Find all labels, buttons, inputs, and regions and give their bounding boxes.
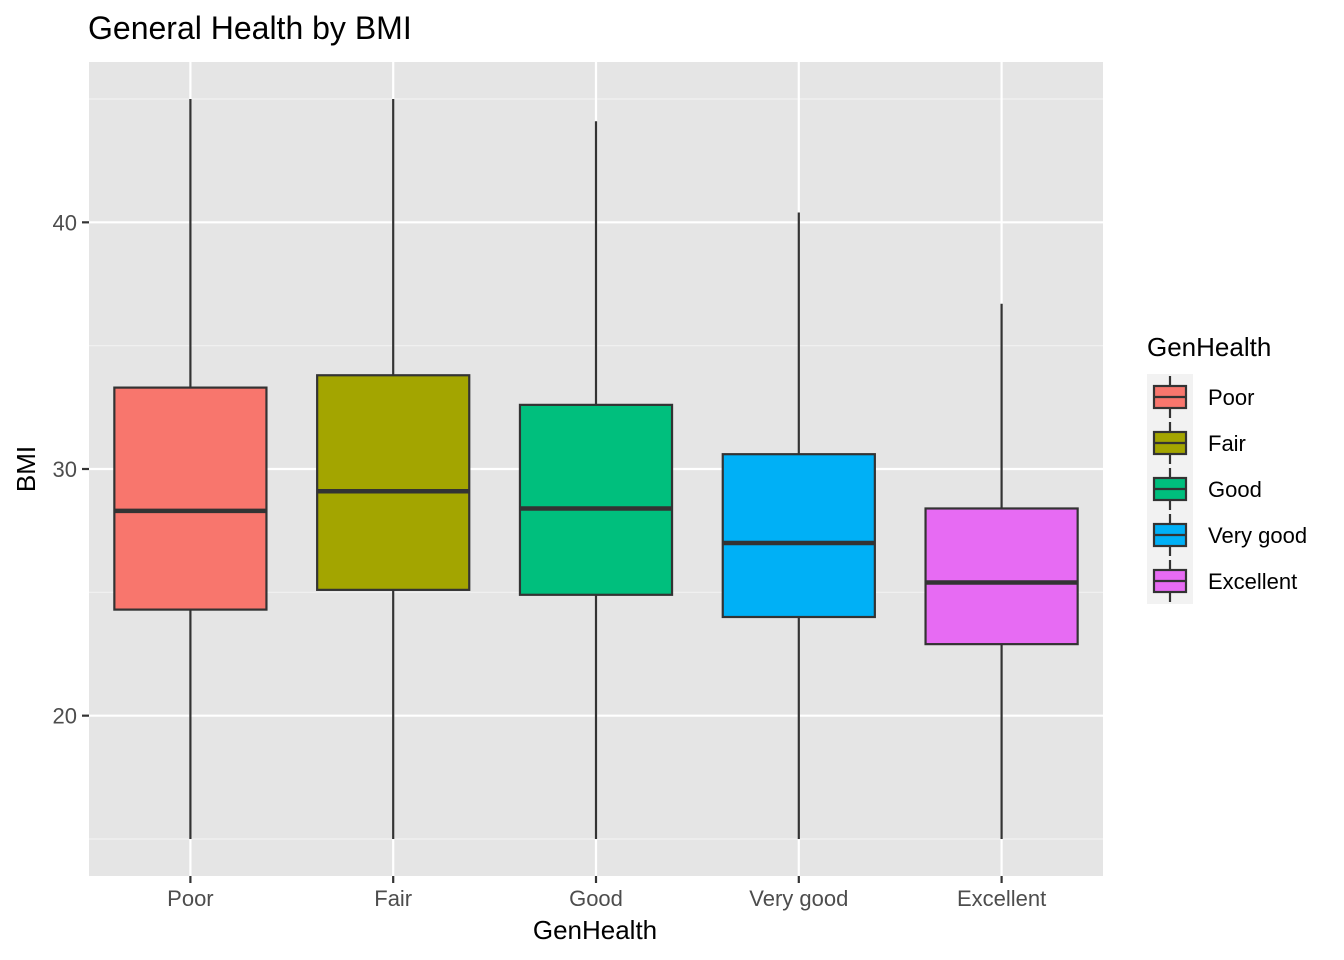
legend-label: Good — [1208, 477, 1262, 502]
y-tick-label: 20 — [53, 704, 77, 729]
box-iqr — [721, 453, 876, 619]
x-tick-label: Poor — [167, 886, 213, 911]
x-tick-label: Good — [569, 886, 623, 911]
box-iqr — [113, 386, 268, 611]
box-excellent — [924, 303, 1079, 839]
x-tick-label: Excellent — [957, 886, 1046, 911]
y-axis: 20 30 40 — [53, 210, 89, 729]
chart-title: General Health by BMI — [88, 10, 412, 46]
box-good — [518, 121, 674, 839]
legend-item-excellent: Excellent — [1152, 560, 1297, 602]
y-axis-title: BMI — [11, 446, 41, 492]
x-tick-label: Very good — [749, 886, 848, 911]
x-tick-label: Fair — [374, 886, 412, 911]
legend-item-good: Good — [1152, 468, 1262, 510]
box-very-good — [721, 212, 876, 839]
box-iqr — [316, 374, 471, 591]
legend-label: Poor — [1208, 385, 1254, 410]
box-iqr — [518, 403, 674, 596]
box-poor — [113, 99, 268, 839]
legend-label: Fair — [1208, 431, 1246, 456]
y-tick-label: 40 — [53, 210, 77, 235]
legend-title: GenHealth — [1147, 332, 1271, 362]
plot-panel — [89, 62, 1103, 876]
legend-label: Excellent — [1208, 569, 1297, 594]
box-iqr — [924, 507, 1079, 646]
legend-item-very-good: Very good — [1152, 514, 1307, 556]
legend-item-fair: Fair — [1152, 422, 1246, 464]
box-fair — [316, 99, 471, 839]
legend: GenHealth Poor Fair Good Very good Excellent — [1147, 332, 1307, 604]
y-tick-label: 30 — [53, 457, 77, 482]
legend-item-poor: Poor — [1152, 376, 1254, 418]
legend-label: Very good — [1208, 523, 1307, 548]
x-axis-title: GenHealth — [533, 915, 657, 945]
x-axis: Poor Fair Good Very good Excellent — [167, 876, 1046, 911]
